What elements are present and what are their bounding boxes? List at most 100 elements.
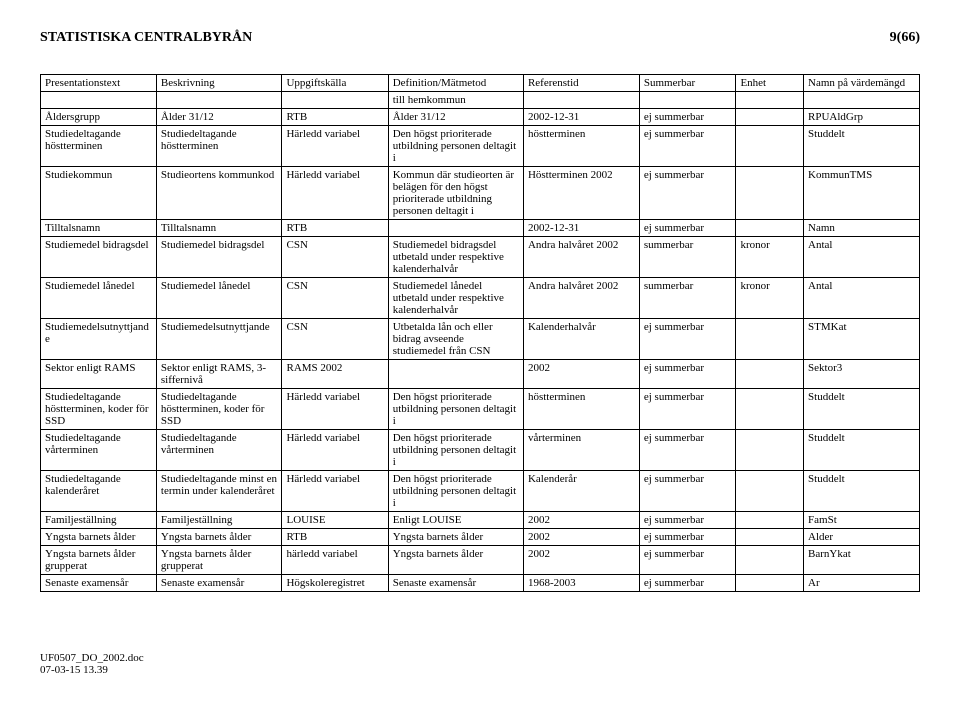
table-cell: Studiemedelsutnyttjande	[41, 319, 157, 360]
table-cell: Ålder 31/12	[388, 109, 523, 126]
col-header: Presentationstext	[41, 75, 157, 92]
table-cell: Studiemedel lånedel	[156, 278, 282, 319]
table-cell: summerbar	[639, 278, 736, 319]
table-cell	[736, 471, 804, 512]
table-cell: 2002-12-31	[523, 220, 639, 237]
table-cell: KommunTMS	[804, 167, 920, 220]
table-cell: RPUAldGrp	[804, 109, 920, 126]
table-cell: Senaste examensår	[156, 575, 282, 592]
table-cell: 2002-12-31	[523, 109, 639, 126]
table-cell: kronor	[736, 278, 804, 319]
table-cell: Den högst prioriterade utbildning person…	[388, 471, 523, 512]
table-cell: RTB	[282, 220, 388, 237]
table-cell: Studiedeltagande vårterminen	[156, 430, 282, 471]
table-cell: 2002	[523, 546, 639, 575]
table-row: Studiedeltagande höstterminenStudiedelta…	[41, 126, 920, 167]
table-cell	[156, 92, 282, 109]
table-cell	[41, 92, 157, 109]
table-cell: ej summerbar	[639, 546, 736, 575]
table-cell: Senaste examensår	[388, 575, 523, 592]
table-cell: Åldersgrupp	[41, 109, 157, 126]
data-table: Presentationstext Beskrivning Uppgiftskä…	[40, 74, 920, 592]
col-header: Beskrivning	[156, 75, 282, 92]
table-cell: Högskoleregistret	[282, 575, 388, 592]
table-cell: Studiemedelsutnyttjande	[156, 319, 282, 360]
table-cell	[282, 92, 388, 109]
table-cell: höstterminen	[523, 126, 639, 167]
table-cell: ej summerbar	[639, 575, 736, 592]
table-row: Studiedeltagande höstterminen, koder för…	[41, 389, 920, 430]
table-cell: ej summerbar	[639, 220, 736, 237]
table-cell: BarnYkat	[804, 546, 920, 575]
table-cell: Familjeställning	[41, 512, 157, 529]
col-header: Referenstid	[523, 75, 639, 92]
table-cell: ej summerbar	[639, 529, 736, 546]
table-cell: Studiemedel lånedel	[41, 278, 157, 319]
table-cell	[523, 92, 639, 109]
table-cell: Härledd variabel	[282, 389, 388, 430]
table-cell: Studiedeltagande höstterminen, koder för…	[156, 389, 282, 430]
table-cell: till hemkommun	[388, 92, 523, 109]
table-cell: Studiedeltagande höstterminen	[156, 126, 282, 167]
table-cell: RAMS 2002	[282, 360, 388, 389]
table-cell	[736, 126, 804, 167]
table-row: Studiemedel lånedelStudiemedel lånedelCS…	[41, 278, 920, 319]
table-row: Studiemedel bidragsdelStudiemedel bidrag…	[41, 237, 920, 278]
table-cell	[736, 546, 804, 575]
table-cell: Studdelt	[804, 126, 920, 167]
table-cell: Studiedeltagande kalenderåret	[41, 471, 157, 512]
table-cell: Studiedeltagande minst en termin under k…	[156, 471, 282, 512]
table-row: StudiemedelsutnyttjandeStudiemedelsutnyt…	[41, 319, 920, 360]
table-cell: Familjeställning	[156, 512, 282, 529]
table-cell: Yngsta barnets ålder grupperat	[41, 546, 157, 575]
table-cell	[736, 92, 804, 109]
table-cell: ej summerbar	[639, 167, 736, 220]
table-row: Studiedeltagande kalenderåretStudiedelta…	[41, 471, 920, 512]
table-cell: 2002	[523, 512, 639, 529]
table-cell: Alder	[804, 529, 920, 546]
table-cell: Den högst prioriterade utbildning person…	[388, 430, 523, 471]
table-cell: Yngsta barnets ålder grupperat	[156, 546, 282, 575]
table-row: Sektor enligt RAMSSektor enligt RAMS, 3-…	[41, 360, 920, 389]
col-header: Enhet	[736, 75, 804, 92]
table-cell: vårterminen	[523, 430, 639, 471]
table-cell: Senaste examensår	[41, 575, 157, 592]
col-header: Definition/Mätmetod	[388, 75, 523, 92]
table-row: StudiekommunStudieortens kommunkodHärled…	[41, 167, 920, 220]
table-cell: Studiemedel bidragsdel	[41, 237, 157, 278]
footer-filename: UF0507_DO_2002.doc	[40, 652, 920, 664]
table-cell: kronor	[736, 237, 804, 278]
table-cell: Studiekommun	[41, 167, 157, 220]
table-cell: Sektor enligt RAMS	[41, 360, 157, 389]
table-row: Studiedeltagande vårterminenStudiedeltag…	[41, 430, 920, 471]
table-cell	[736, 220, 804, 237]
table-row: TilltalsnamnTilltalsnamnRTB2002-12-31ej …	[41, 220, 920, 237]
footer-timestamp: 07-03-15 13.39	[40, 664, 920, 676]
table-cell: RTB	[282, 109, 388, 126]
table-cell: 2002	[523, 529, 639, 546]
table-cell: Studiedeltagande vårterminen	[41, 430, 157, 471]
table-cell: Yngsta barnets ålder	[41, 529, 157, 546]
doc-title: STATISTISKA CENTRALBYRÅN	[40, 30, 252, 46]
table-row: FamiljeställningFamiljeställningLOUISEEn…	[41, 512, 920, 529]
col-header: Uppgiftskälla	[282, 75, 388, 92]
table-cell: höstterminen	[523, 389, 639, 430]
table-cell: ej summerbar	[639, 389, 736, 430]
table-cell: Antal	[804, 237, 920, 278]
table-cell: Namn	[804, 220, 920, 237]
table-cell: ej summerbar	[639, 512, 736, 529]
table-body: till hemkommunÅldersgruppÅlder 31/12RTBÅ…	[41, 92, 920, 592]
table-cell	[736, 167, 804, 220]
table-cell: Yngsta barnets ålder	[388, 529, 523, 546]
table-cell: Utbetalda lån och eller bidrag avseende …	[388, 319, 523, 360]
table-cell	[736, 360, 804, 389]
table-cell: 1968-2003	[523, 575, 639, 592]
page-number: 9(66)	[890, 30, 920, 46]
table-cell: ej summerbar	[639, 360, 736, 389]
table-cell: Härledd variabel	[282, 167, 388, 220]
table-cell: Studdelt	[804, 430, 920, 471]
table-cell: ej summerbar	[639, 471, 736, 512]
table-cell	[388, 360, 523, 389]
table-cell: Kalenderår	[523, 471, 639, 512]
table-cell: RTB	[282, 529, 388, 546]
